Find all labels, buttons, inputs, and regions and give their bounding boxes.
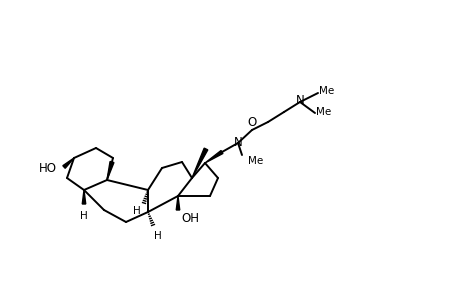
Polygon shape <box>107 161 114 180</box>
Polygon shape <box>63 158 74 168</box>
Text: Me: Me <box>247 156 263 166</box>
Text: H: H <box>80 211 88 221</box>
Text: Me: Me <box>318 86 334 96</box>
Polygon shape <box>176 196 179 210</box>
Polygon shape <box>205 151 223 163</box>
Text: N: N <box>295 94 304 107</box>
Text: H: H <box>133 206 140 216</box>
Polygon shape <box>191 148 207 178</box>
Text: O: O <box>247 116 256 129</box>
Text: H: H <box>154 231 162 241</box>
Text: OH: OH <box>180 212 199 225</box>
Polygon shape <box>82 190 85 204</box>
Text: N: N <box>233 136 242 149</box>
Text: Me: Me <box>315 107 330 117</box>
Text: HO: HO <box>39 161 57 175</box>
